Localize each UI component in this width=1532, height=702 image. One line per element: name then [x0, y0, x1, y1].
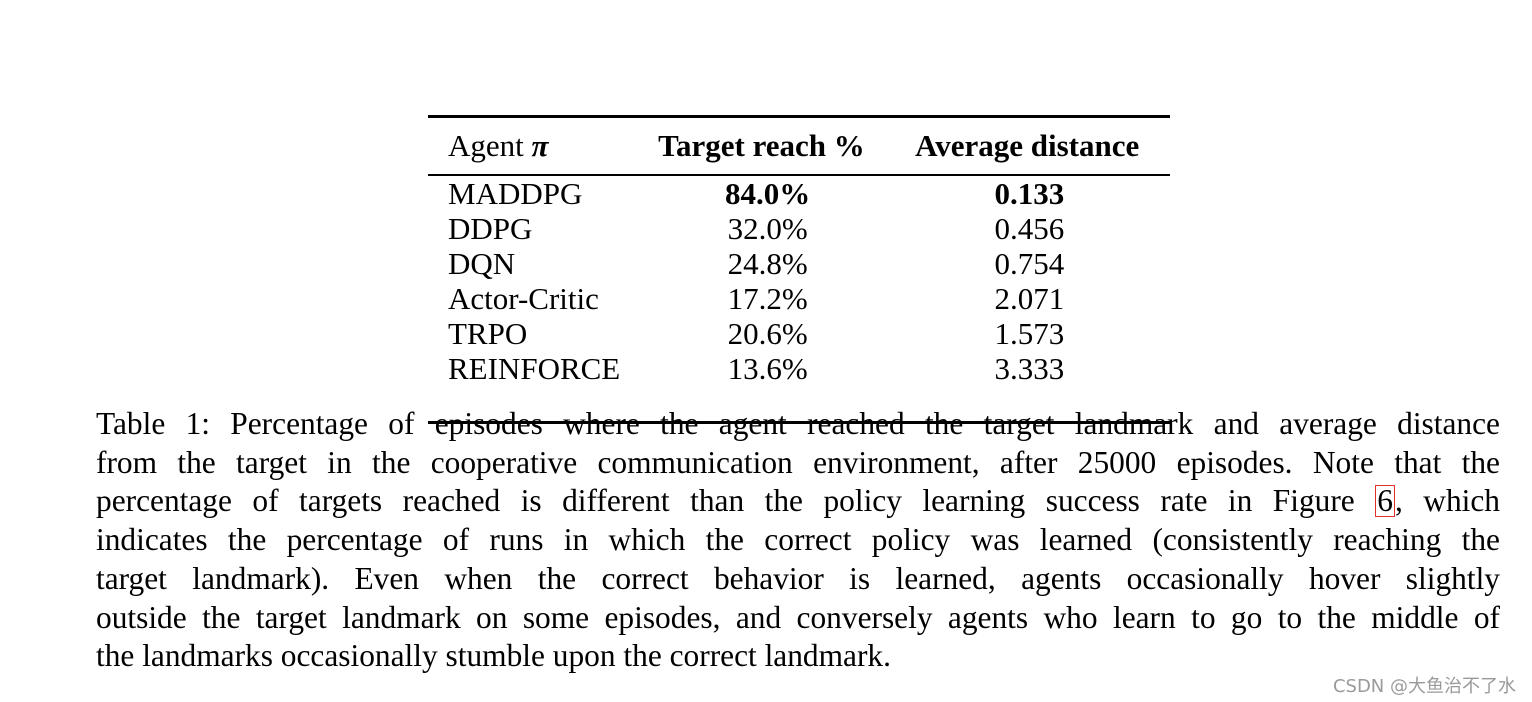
- agent-cell: MADDPG: [448, 175, 583, 211]
- target-reach-cell: 32.0%: [727, 210, 808, 246]
- table-row: Actor-Critic 17.2% 2.071: [428, 281, 1170, 316]
- table-row: TRPO 20.6% 1.573: [428, 316, 1170, 351]
- average-distance-cell: 3.333: [994, 350, 1065, 386]
- agent-cell: Actor-Critic: [448, 280, 599, 316]
- average-distance-cell: 2.071: [994, 280, 1065, 316]
- caption-line-5: target landmark). Even when the correct …: [96, 560, 1500, 596]
- header-average-distance: Average distance: [915, 128, 1140, 163]
- agent-cell: DQN: [448, 245, 516, 281]
- header-target-reach: Target reach %: [658, 128, 865, 163]
- caption-line-4: indicates the percentage of runs in whic…: [96, 522, 1500, 558]
- csdn-watermark: CSDN @大鱼治不了水: [1332, 676, 1516, 697]
- average-distance-cell: 0.754: [994, 245, 1065, 281]
- table-header-row: Agent π Target reach % Average distance: [428, 118, 1170, 174]
- results-table: Agent π Target reach % Average distance: [428, 118, 1170, 174]
- table-row: DDPG 32.0% 0.456: [428, 211, 1170, 246]
- agent-cell: TRPO: [448, 315, 528, 351]
- table-caption: Table 1: Percentage of episodes where th…: [96, 405, 1500, 676]
- table-bottom-rule: [428, 420, 1170, 424]
- caption-line-7: the landmarks occasionally stumble upon …: [96, 638, 891, 674]
- header-agent: Agent π: [428, 118, 639, 174]
- average-distance-cell: 0.133: [994, 175, 1065, 211]
- results-table-body: MADDPG 84.0% 0.133 DDPG 32.0% 0.456 DQN 24.8% 0.…: [428, 176, 1170, 421]
- table-row: DQN 24.8% 0.754: [428, 246, 1170, 281]
- header-agent-label: Agent: [448, 128, 524, 163]
- target-reach-cell: 24.8%: [727, 245, 808, 281]
- average-distance-cell: 0.456: [994, 210, 1065, 246]
- agent-cell: DDPG: [448, 210, 533, 246]
- caption-line-1: Table 1: Percentage of episodes where th…: [96, 406, 1500, 441]
- policy-pi-symbol: π: [531, 128, 549, 163]
- table-top-rule: [428, 115, 1170, 118]
- target-reach-cell: 17.2%: [727, 280, 808, 316]
- table-row: MADDPG 84.0% 0.133: [428, 176, 1170, 211]
- average-distance-cell: 1.573: [994, 315, 1065, 351]
- caption-line-3: percentage of targets reached is differe…: [96, 482, 1500, 521]
- target-reach-cell: 20.6%: [727, 315, 808, 351]
- results-table-container: Agent π Target reach % Average distance …: [428, 115, 1170, 424]
- agent-cell: REINFORCE: [448, 350, 621, 386]
- target-reach-cell: 84.0%: [725, 175, 811, 211]
- caption-line-3-start: percentage of targets reached is differe…: [96, 483, 1376, 519]
- table-row: REINFORCE 13.6% 3.333: [428, 351, 1170, 386]
- table-header-rule: [428, 174, 1170, 176]
- caption-line-3-end: , which: [1394, 483, 1500, 519]
- caption-line-6: outside the target landmark on some epis…: [96, 599, 1500, 635]
- caption-line-2: from the target in the cooperative commu…: [96, 444, 1500, 480]
- target-reach-cell: 13.6%: [727, 350, 808, 386]
- figure-6-link[interactable]: 6: [1375, 483, 1395, 519]
